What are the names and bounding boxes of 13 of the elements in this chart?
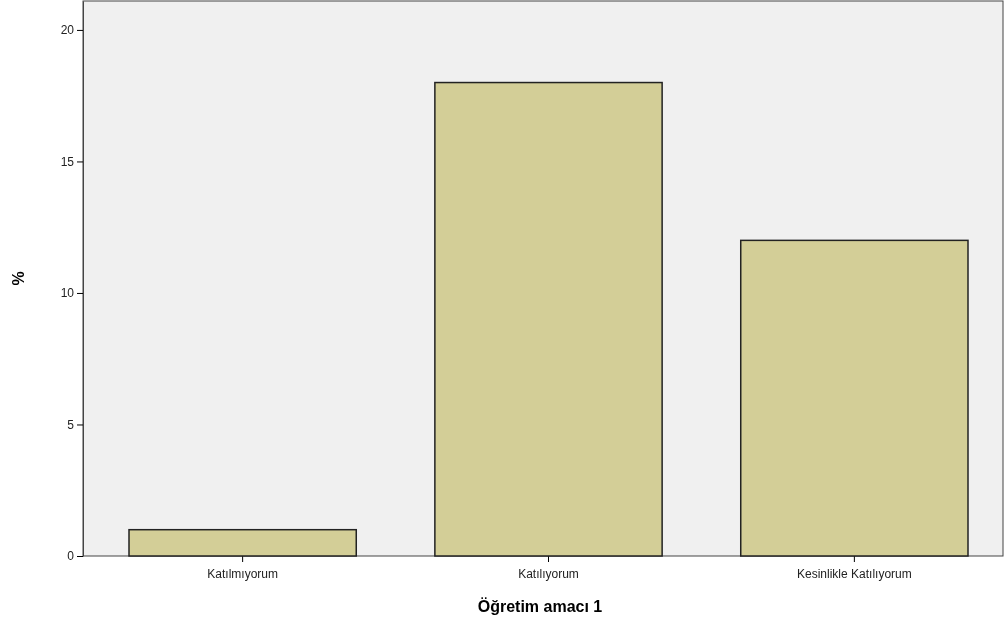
bar [739, 239, 969, 557]
y-tick-label: 0 [67, 549, 75, 564]
bar [128, 528, 358, 557]
y-tick-label: 10 [60, 286, 75, 301]
y-axis-title: % [10, 271, 27, 286]
x-tick-label: Katılmıyorum [207, 567, 278, 582]
x-axis-title: Öğretim amacı 1 [477, 597, 603, 615]
y-tick-label: 15 [60, 154, 75, 169]
bar [434, 81, 663, 557]
x-tick-label: Kesinlikle Katılıyorum [797, 567, 912, 582]
y-tick-label: 5 [67, 417, 75, 432]
x-tick-label: Katılıyorum [518, 567, 579, 582]
y-tick-label: 20 [60, 23, 75, 38]
